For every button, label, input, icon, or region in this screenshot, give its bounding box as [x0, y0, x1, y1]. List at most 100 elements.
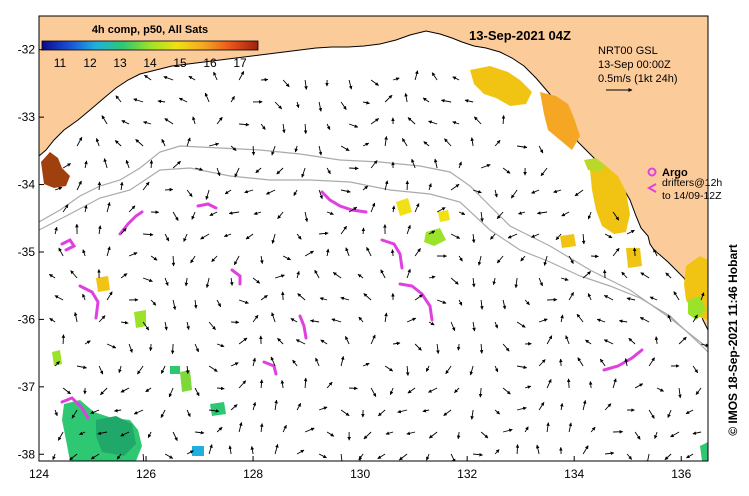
current-vector	[318, 101, 323, 112]
current-vector	[507, 233, 518, 239]
current-vector	[502, 387, 511, 395]
current-vectors	[48, 70, 708, 461]
current-vector	[194, 343, 199, 353]
current-vector	[450, 277, 459, 285]
current-vector	[170, 343, 175, 355]
sst-patches	[41, 66, 708, 461]
current-vector	[517, 365, 528, 369]
current-vector	[116, 453, 122, 460]
current-vector	[678, 336, 687, 345]
current-vector	[54, 295, 64, 301]
current-vector	[157, 99, 166, 104]
current-vector	[494, 409, 500, 415]
current-vector	[344, 335, 350, 345]
current-vector	[340, 409, 350, 417]
current-vector	[363, 293, 372, 301]
current-vector	[84, 340, 91, 345]
current-vector	[480, 164, 491, 169]
current-vector	[414, 248, 421, 257]
current-vector	[143, 120, 152, 125]
current-vector	[405, 365, 410, 376]
current-vector	[378, 409, 386, 417]
current-vector	[587, 293, 592, 301]
current-vector	[362, 362, 370, 367]
current-vector	[148, 343, 153, 352]
current-vector	[358, 453, 364, 461]
current-vector	[349, 386, 358, 391]
current-vector	[588, 381, 593, 389]
current-vector	[277, 211, 284, 219]
current-vector	[632, 247, 637, 257]
current-vector	[425, 365, 430, 372]
current-vector	[128, 252, 138, 257]
current-vector	[433, 158, 438, 169]
current-vector	[183, 233, 188, 242]
current-vector	[296, 402, 302, 411]
x-tick-label: 128	[243, 467, 263, 481]
current-vector	[531, 189, 540, 194]
current-vector	[121, 320, 129, 325]
y-tick-label: -32	[18, 43, 36, 57]
current-vector	[501, 115, 506, 125]
current-vector	[118, 365, 122, 374]
current-vector	[470, 409, 474, 420]
current-vector	[348, 79, 353, 90]
current-vector	[281, 291, 285, 301]
current-vector	[667, 314, 672, 323]
current-vector	[561, 211, 570, 217]
current-vector	[301, 167, 306, 178]
current-vector	[389, 387, 394, 396]
current-vector	[185, 365, 190, 374]
current-vector	[612, 247, 620, 257]
current-vector	[464, 99, 474, 103]
current-vector	[261, 77, 269, 82]
current-vector	[366, 246, 372, 257]
current-vector	[271, 145, 276, 156]
current-vector	[319, 231, 329, 236]
current-vector	[480, 431, 489, 439]
current-vector	[141, 453, 146, 461]
current-vector	[673, 291, 680, 301]
current-vector	[265, 189, 276, 195]
current-vector	[345, 247, 350, 257]
x-tick-label: 134	[564, 467, 584, 481]
current-vector	[186, 409, 191, 418]
current-vector	[95, 138, 100, 147]
current-vector	[54, 186, 63, 191]
current-vector	[566, 378, 571, 389]
current-vector	[296, 270, 300, 279]
current-vector	[626, 297, 636, 301]
current-vector	[603, 339, 614, 345]
current-vector	[150, 255, 158, 261]
current-vector	[653, 248, 658, 257]
x-axis: 124 126 128 130 132 134 136	[29, 456, 692, 481]
current-vector	[393, 341, 401, 346]
current-vector	[315, 357, 320, 367]
current-vector	[535, 444, 540, 455]
current-vector	[84, 204, 88, 213]
current-vector	[100, 387, 108, 396]
current-vector	[538, 359, 546, 367]
colorbar-tick-label: 17	[233, 56, 247, 70]
current-vector	[208, 444, 213, 455]
y-tick-label: -38	[18, 447, 36, 461]
current-vector	[238, 70, 245, 81]
current-vector	[531, 233, 540, 238]
current-vector	[444, 138, 452, 147]
current-vector	[524, 299, 530, 306]
current-vector	[224, 189, 232, 195]
current-vector	[422, 408, 430, 413]
current-vector	[200, 233, 210, 240]
current-vector	[252, 277, 261, 284]
current-vector	[209, 409, 220, 413]
current-vector	[667, 409, 672, 418]
current-vector	[205, 277, 210, 289]
current-vector	[230, 145, 237, 151]
current-vector	[171, 255, 176, 267]
current-vector	[536, 211, 548, 215]
current-vector	[445, 365, 452, 375]
current-vector	[494, 365, 499, 373]
current-vector	[230, 404, 238, 411]
current-vector	[568, 291, 574, 301]
